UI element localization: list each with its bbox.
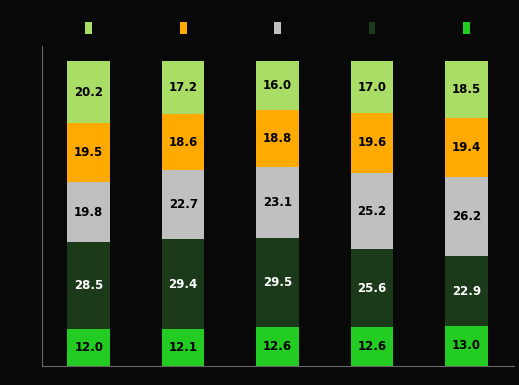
Text: 18.8: 18.8	[263, 132, 292, 145]
Text: 22.9: 22.9	[452, 285, 481, 298]
Bar	[256, 238, 299, 327]
Text: 19.6: 19.6	[358, 136, 387, 149]
Bar	[162, 239, 204, 329]
Bar	[162, 62, 204, 114]
Bar	[67, 329, 110, 366]
Text: 25.6: 25.6	[358, 282, 387, 295]
Bar	[67, 243, 110, 329]
Text: 12.6: 12.6	[358, 340, 387, 353]
Bar	[369, 22, 375, 34]
Text: 28.5: 28.5	[74, 280, 103, 292]
Text: 17.0: 17.0	[358, 81, 387, 94]
Text: 19.4: 19.4	[452, 141, 481, 154]
Bar	[351, 249, 393, 327]
Bar	[67, 182, 110, 243]
Bar	[162, 329, 204, 366]
Bar	[445, 62, 488, 118]
Text: 12.0: 12.0	[74, 341, 103, 354]
Text: 13.0: 13.0	[452, 340, 481, 353]
Bar	[463, 22, 470, 34]
Bar	[445, 326, 488, 366]
Text: 23.1: 23.1	[263, 196, 292, 209]
Bar	[256, 62, 299, 110]
Bar	[445, 118, 488, 177]
Bar	[67, 62, 110, 123]
Bar	[256, 110, 299, 167]
Text: 19.8: 19.8	[74, 206, 103, 219]
Text: 12.1: 12.1	[169, 341, 198, 354]
Bar	[445, 177, 488, 256]
Text: 25.2: 25.2	[358, 205, 387, 218]
Bar	[351, 173, 393, 249]
Bar	[275, 22, 281, 34]
Text: 20.2: 20.2	[74, 85, 103, 99]
Text: 26.2: 26.2	[452, 210, 481, 223]
Text: 17.2: 17.2	[169, 81, 198, 94]
Bar	[162, 114, 204, 171]
Bar	[67, 123, 110, 182]
Text: 18.5: 18.5	[452, 83, 481, 96]
Text: 29.5: 29.5	[263, 276, 292, 289]
Text: 18.6: 18.6	[169, 136, 198, 149]
Bar	[256, 167, 299, 238]
Text: 16.0: 16.0	[263, 79, 292, 92]
Bar	[180, 22, 186, 34]
Bar	[86, 22, 92, 34]
Bar	[351, 327, 393, 366]
Text: 22.7: 22.7	[169, 198, 198, 211]
Bar	[351, 62, 393, 113]
Text: 19.5: 19.5	[74, 146, 103, 159]
Bar	[162, 171, 204, 239]
Bar	[351, 113, 393, 173]
Bar	[445, 256, 488, 326]
Text: 29.4: 29.4	[169, 278, 198, 291]
Text: 12.6: 12.6	[263, 340, 292, 353]
Bar	[256, 327, 299, 366]
